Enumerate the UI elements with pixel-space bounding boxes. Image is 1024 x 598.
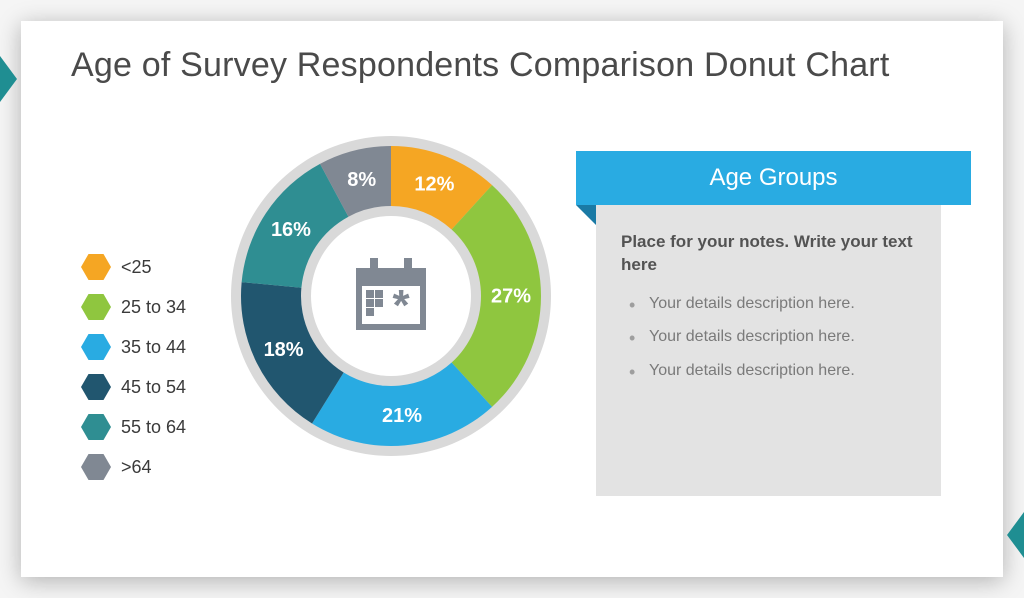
- notes-bullet: Your details description here.: [621, 360, 921, 382]
- donut-slice-label: 12%: [414, 173, 454, 195]
- hexagon-icon: [81, 414, 111, 440]
- hexagon-icon: [81, 254, 111, 280]
- donut-slice-label: 16%: [271, 219, 311, 241]
- calendar-icon: *: [356, 258, 426, 330]
- hexagon-icon: [81, 294, 111, 320]
- hexagon-icon: [81, 334, 111, 360]
- notes-panel-header: Age Groups: [576, 151, 971, 205]
- notes-bullet: Your details description here.: [621, 326, 921, 348]
- page-title: Age of Survey Respondents Comparison Don…: [71, 46, 889, 85]
- legend-item: <25: [81, 247, 186, 287]
- edge-accent-left-icon: [0, 56, 17, 102]
- notes-lead: Place for your notes. Write your text he…: [621, 231, 921, 277]
- notes-panel-body: Place for your notes. Write your text he…: [621, 231, 921, 394]
- notes-bullet: Your details description here.: [621, 293, 921, 315]
- ribbon-accent: [576, 205, 596, 225]
- legend-item: 55 to 64: [81, 407, 186, 447]
- legend: <25 25 to 34 35 to 44 45 to 54 55 to 64 >64: [81, 247, 186, 487]
- legend-label: >64: [121, 457, 152, 478]
- svg-text:*: *: [392, 281, 410, 330]
- legend-label: 55 to 64: [121, 417, 186, 438]
- legend-item: 45 to 54: [81, 367, 186, 407]
- legend-item: 25 to 34: [81, 287, 186, 327]
- donut-slice-label: 27%: [491, 285, 531, 307]
- notes-panel-title: Age Groups: [709, 164, 837, 192]
- legend-item: 35 to 44: [81, 327, 186, 367]
- slide-card: Age of Survey Respondents Comparison Don…: [21, 21, 1003, 577]
- donut-chart: 12% 27% 21% 18% 16% 8% *: [226, 131, 556, 461]
- legend-label: 45 to 54: [121, 377, 186, 398]
- donut-slice-label: 8%: [347, 169, 376, 191]
- donut-slice-label: 21%: [382, 405, 422, 427]
- legend-item: >64: [81, 447, 186, 487]
- edge-accent-right-icon: [1007, 512, 1024, 558]
- donut-slice-label: 18%: [264, 339, 304, 361]
- legend-label: 25 to 34: [121, 297, 186, 318]
- hexagon-icon: [81, 374, 111, 400]
- legend-label: <25: [121, 257, 152, 278]
- legend-label: 35 to 44: [121, 337, 186, 358]
- hexagon-icon: [81, 454, 111, 480]
- notes-bullets: Your details description here. Your detai…: [621, 293, 921, 382]
